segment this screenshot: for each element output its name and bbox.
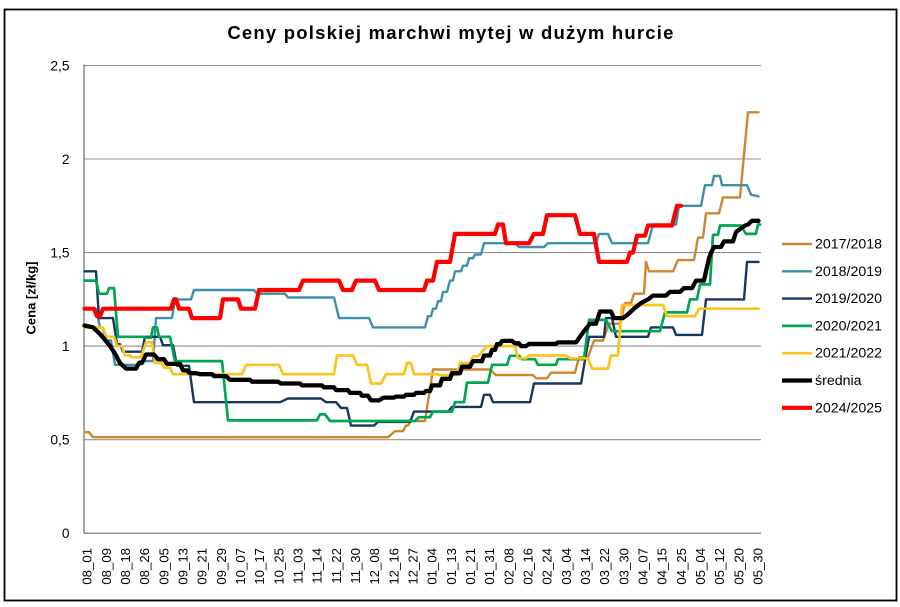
svg-text:09_21: 09_21 (195, 548, 210, 585)
svg-text:04_25: 04_25 (674, 548, 689, 585)
svg-text:2019/2020: 2019/2020 (815, 291, 882, 307)
svg-text:02_16: 02_16 (521, 548, 536, 585)
svg-text:08_18: 08_18 (118, 548, 133, 585)
svg-text:02_24: 02_24 (540, 548, 555, 585)
svg-text:11_14: 11_14 (310, 548, 325, 584)
svg-text:11_22: 11_22 (329, 548, 344, 584)
svg-text:średnia: średnia (815, 373, 862, 389)
svg-text:08_09: 08_09 (99, 548, 114, 585)
svg-text:03_14: 03_14 (578, 548, 593, 585)
svg-text:2021/2022: 2021/2022 (815, 346, 882, 362)
svg-text:2018/2019: 2018/2019 (815, 264, 882, 280)
svg-text:2017/2018: 2017/2018 (815, 237, 882, 253)
svg-text:04_07: 04_07 (636, 548, 651, 585)
svg-text:01_04: 01_04 (425, 548, 440, 585)
svg-text:10_17: 10_17 (252, 548, 267, 585)
svg-text:09_13: 09_13 (175, 548, 190, 585)
svg-text:01_31: 01_31 (482, 548, 497, 585)
svg-text:05_30: 05_30 (751, 548, 766, 585)
svg-text:Cena [zł/kg]: Cena [zł/kg] (24, 262, 39, 335)
svg-text:10_07: 10_07 (233, 548, 248, 585)
svg-text:2024/2025: 2024/2025 (815, 400, 882, 416)
svg-text:2: 2 (62, 152, 70, 167)
svg-text:05_20: 05_20 (731, 548, 746, 585)
svg-text:04_15: 04_15 (655, 548, 670, 585)
svg-text:03_04: 03_04 (559, 548, 574, 585)
svg-text:01_21: 01_21 (463, 548, 478, 585)
svg-text:09_29: 09_29 (214, 548, 229, 585)
svg-text:Ceny polskiej marchwi mytej w: Ceny polskiej marchwi mytej w dużym hurc… (227, 22, 674, 43)
svg-text:05_04: 05_04 (693, 548, 708, 585)
svg-text:08_26: 08_26 (137, 548, 152, 585)
svg-text:11_30: 11_30 (348, 548, 363, 584)
svg-text:1: 1 (62, 339, 70, 354)
svg-text:12_27: 12_27 (405, 548, 420, 585)
svg-text:2020/2021: 2020/2021 (815, 318, 882, 334)
svg-text:1,5: 1,5 (50, 246, 70, 261)
svg-text:12_16: 12_16 (386, 548, 401, 585)
svg-text:10_25: 10_25 (271, 548, 286, 585)
svg-text:05_12: 05_12 (712, 548, 727, 585)
svg-text:01_13: 01_13 (444, 548, 459, 585)
svg-text:09_05: 09_05 (156, 548, 171, 585)
svg-text:03_22: 03_22 (597, 548, 612, 585)
svg-text:11_03: 11_03 (290, 548, 305, 584)
svg-text:02_08: 02_08 (501, 548, 516, 585)
svg-text:03_30: 03_30 (616, 548, 631, 585)
svg-text:08_01: 08_01 (80, 548, 95, 585)
svg-text:0,5: 0,5 (50, 433, 70, 448)
svg-text:12_08: 12_08 (367, 548, 382, 585)
svg-text:2,5: 2,5 (50, 59, 70, 74)
svg-text:0: 0 (62, 526, 70, 541)
